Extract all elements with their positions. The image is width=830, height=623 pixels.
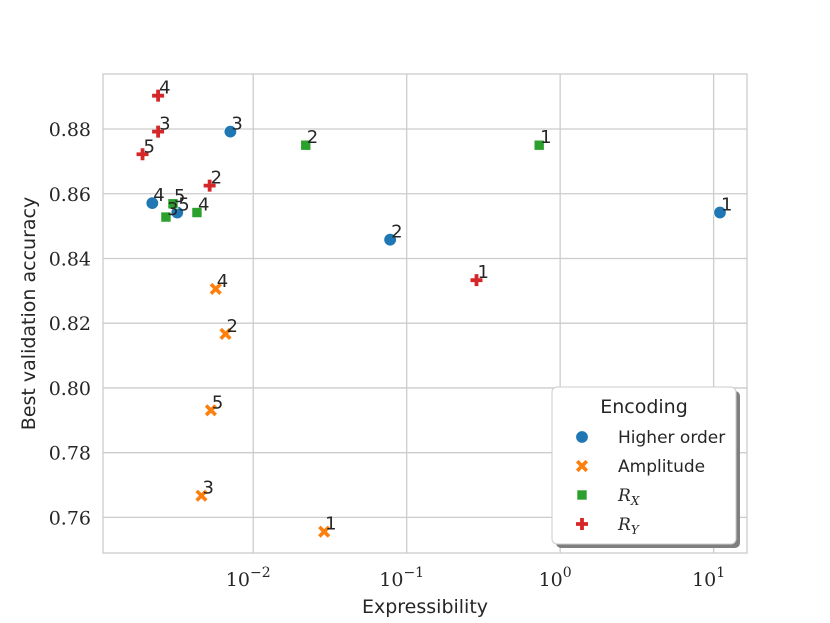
data-point	[204, 404, 217, 417]
data-label: 5	[178, 195, 189, 216]
y-tick-label: 0.76	[49, 507, 91, 529]
legend-marker	[576, 489, 588, 501]
data-label: 4	[217, 271, 228, 292]
data-point	[318, 525, 331, 538]
legend-marker	[576, 518, 588, 530]
legend-label: Higher order	[618, 428, 725, 448]
data-label: 3	[159, 114, 170, 135]
data-point	[167, 198, 179, 210]
data-point	[209, 282, 222, 295]
y-tick-label: 0.78	[49, 443, 91, 465]
data-label: 3	[202, 478, 213, 499]
y-tick-label: 0.80	[49, 378, 91, 400]
data-point	[195, 489, 208, 502]
x-tick-label: 100	[539, 565, 572, 591]
legend-marker	[575, 430, 589, 444]
data-label: 3	[231, 114, 242, 135]
data-point	[713, 205, 727, 220]
data-label: 4	[159, 78, 170, 99]
data-label: 2	[211, 168, 222, 189]
data-point	[300, 139, 312, 151]
x-axis-label: Expressibility	[362, 596, 488, 618]
grid	[103, 74, 747, 553]
data-label: 1	[477, 262, 488, 283]
legend-items: Higher order Amplitude RX RY	[575, 428, 725, 537]
data-label: 2	[391, 222, 402, 243]
legend-title: Encoding	[600, 396, 688, 418]
data-label: 1	[325, 514, 336, 535]
y-tick-label: 0.88	[49, 119, 91, 141]
legend: Encoding Higher order Amplitude RX RY	[551, 386, 740, 548]
legend-label: Amplitude	[618, 457, 705, 477]
data-label: 3	[167, 199, 178, 220]
data-point	[533, 139, 545, 151]
data-label: 2	[307, 127, 318, 148]
data-label: 5	[144, 136, 155, 157]
data-label: 4	[198, 195, 209, 216]
legend-box	[551, 386, 737, 545]
data-point	[136, 148, 149, 161]
data-point	[223, 124, 238, 139]
data-point	[203, 179, 216, 192]
data-label: 1	[540, 127, 551, 148]
tick-labels: 10−2 10−1 100 101 0.76 0.78 0.80 0.82 0.84 0.86 0.…	[49, 119, 725, 591]
data-point	[145, 196, 159, 210]
y-tick-label: 0.86	[49, 184, 91, 206]
x-tick-label: 10−1	[379, 565, 424, 591]
data-points	[136, 89, 727, 538]
data-label: 2	[227, 316, 238, 337]
data-point	[152, 89, 165, 102]
x-tick-label: 101	[692, 565, 725, 591]
legend-label: RX	[617, 486, 640, 508]
legend-marker	[575, 459, 589, 473]
data-point	[191, 207, 203, 218]
y-tick-label: 0.84	[49, 248, 91, 270]
y-axis-label: Best validation accuracy	[18, 197, 40, 430]
data-point	[152, 125, 165, 138]
data-point	[383, 233, 397, 247]
x-tick-label: 10−2	[226, 565, 271, 591]
data-label: 1	[721, 195, 732, 216]
data-label: 5	[174, 186, 185, 207]
plot-frame	[102, 73, 748, 554]
y-tick-label: 0.82	[49, 313, 91, 335]
data-point	[160, 211, 172, 223]
data-label: 4	[153, 185, 164, 206]
data-label: 5	[212, 392, 223, 413]
data-point	[219, 327, 232, 340]
legend-label: RY	[617, 515, 640, 537]
data-point	[470, 274, 483, 287]
